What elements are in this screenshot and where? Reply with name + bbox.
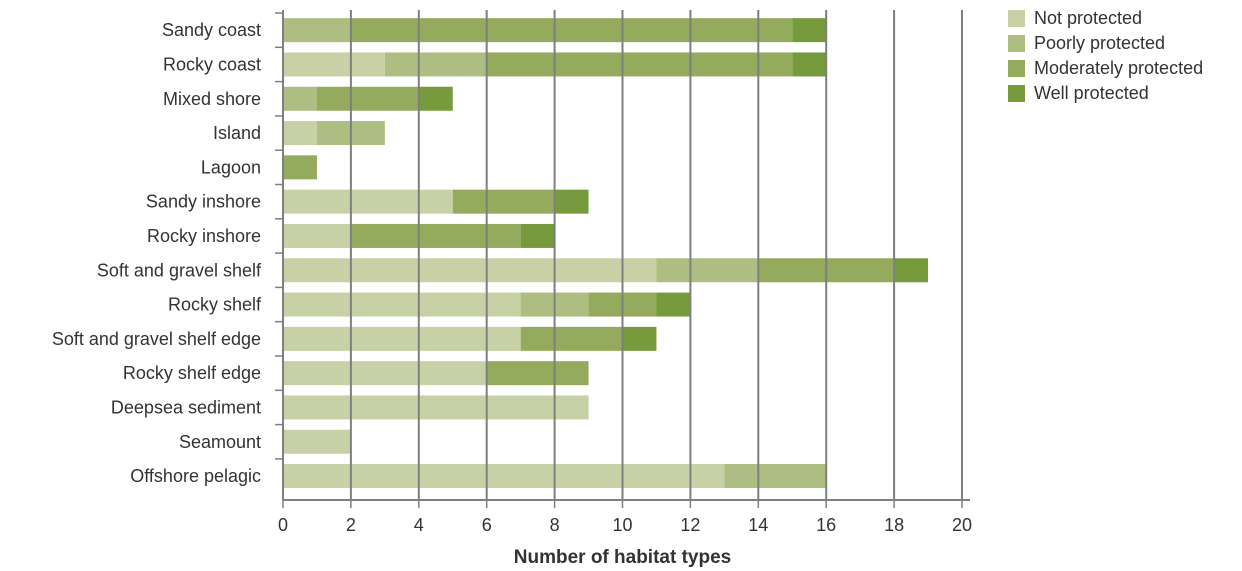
bar-segment <box>656 258 759 283</box>
legend-label: Not protected <box>1034 8 1143 28</box>
x-tick-label: 4 <box>414 515 424 535</box>
category-label: Sandy inshore <box>146 192 261 212</box>
bar-segment <box>486 361 589 386</box>
tick-labels-layer: 0 2 4 6 8 10 12 14 16 18 20 <box>278 515 972 535</box>
bar-segment <box>452 189 555 214</box>
category-label: Offshore pelagic <box>130 466 261 486</box>
x-tick-label: 14 <box>748 515 768 535</box>
bar-segment <box>283 464 725 489</box>
bar-segment <box>792 52 827 77</box>
bar-segment <box>554 189 589 214</box>
category-label: Sandy coast <box>162 20 261 40</box>
legend-item: Not protected <box>1008 6 1203 31</box>
legend-swatch <box>1008 10 1025 27</box>
bar-segment <box>486 52 793 77</box>
legend-item: Well protected <box>1008 81 1203 106</box>
bars-layer <box>283 18 929 489</box>
x-tick-label: 20 <box>952 515 972 535</box>
x-tick-label: 0 <box>278 515 288 535</box>
axes-layer <box>275 10 970 508</box>
legend-swatch <box>1008 60 1025 77</box>
bar-segment <box>283 395 589 420</box>
category-label: Soft and gravel shelf edge <box>52 329 261 349</box>
x-axis-title: Number of habitat types <box>514 547 731 568</box>
bar-segment <box>283 223 351 248</box>
category-label: Seamount <box>179 432 261 452</box>
bar-segment <box>283 52 385 77</box>
bar-segment <box>283 361 487 386</box>
category-label: Soft and gravel shelf <box>97 260 262 280</box>
x-tick-label: 16 <box>816 515 836 535</box>
category-label: Rocky coast <box>163 54 261 74</box>
bar-segment <box>316 86 419 111</box>
legend-label: Well protected <box>1034 83 1149 103</box>
bar-segment <box>283 155 317 180</box>
bar-segment <box>283 258 657 283</box>
bar-segment <box>283 86 317 111</box>
category-label: Lagoon <box>201 157 261 177</box>
gridlines-layer <box>349 10 963 500</box>
bar-segment <box>724 464 827 489</box>
legend-item: Poorly protected <box>1008 31 1203 56</box>
x-tick-label: 12 <box>680 515 700 535</box>
bar-segment <box>283 292 521 317</box>
bar-segment <box>520 326 623 351</box>
x-tick-label: 6 <box>482 515 492 535</box>
bar-segment <box>283 326 521 351</box>
x-tick-label: 18 <box>884 515 904 535</box>
legend-swatch <box>1008 85 1025 102</box>
legend-label: Poorly protected <box>1034 33 1166 53</box>
bar-segment <box>283 189 453 214</box>
category-label: Rocky shelf edge <box>123 363 261 383</box>
category-label: Rocky inshore <box>147 226 261 246</box>
bar-segment <box>622 326 657 351</box>
bar-segment <box>894 258 929 283</box>
bar-segment <box>283 429 351 454</box>
bar-segment <box>350 223 521 248</box>
bar-segment <box>520 223 555 248</box>
legend: Not protected Poorly protected Moderately … <box>1008 6 1203 106</box>
legend-swatch <box>1008 35 1025 52</box>
legend-item: Moderately protected <box>1008 56 1203 81</box>
bar-segment <box>283 121 317 146</box>
x-tick-label: 2 <box>346 515 356 535</box>
bar-segment <box>283 18 351 43</box>
category-label: Mixed shore <box>163 89 261 109</box>
bar-segment <box>350 18 793 43</box>
bar-segment <box>656 292 691 317</box>
category-label: Deepsea sediment <box>111 397 261 417</box>
x-tick-label: 8 <box>550 515 560 535</box>
x-tick-label: 10 <box>612 515 632 535</box>
bar-segment <box>384 52 487 77</box>
category-label: Island <box>213 123 261 143</box>
legend-label: Moderately protected <box>1034 58 1204 78</box>
category-labels-layer: Sandy coast Rocky coast Mixed shore Island L… <box>52 20 262 486</box>
category-label: Rocky shelf <box>168 295 262 315</box>
bar-segment <box>792 18 827 43</box>
bar-segment <box>418 86 453 111</box>
